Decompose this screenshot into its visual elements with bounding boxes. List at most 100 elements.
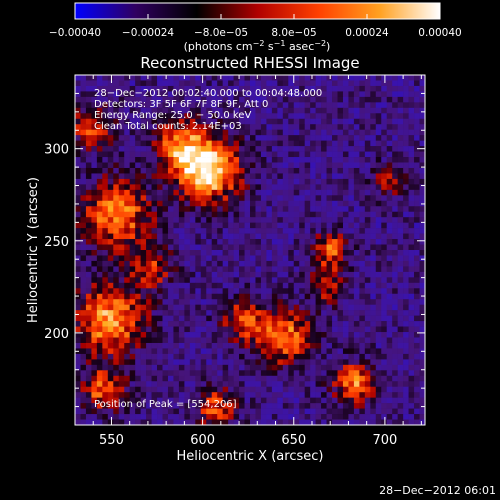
heatmap-cell	[342, 359, 349, 366]
heatmap-cell	[337, 140, 344, 147]
heatmap-cell	[124, 107, 130, 114]
heatmap-cell	[414, 129, 420, 136]
heatmap-cell	[85, 107, 92, 114]
heatmap-cell	[397, 107, 404, 114]
heatmap-cell	[260, 250, 267, 256]
heatmap-cell	[184, 124, 191, 130]
heatmap-cell	[162, 124, 169, 130]
heatmap-cell	[332, 102, 338, 109]
heatmap-cell	[151, 282, 158, 289]
heatmap-cell	[403, 353, 409, 360]
heatmap-cell	[157, 146, 163, 152]
heatmap-cell	[244, 80, 251, 87]
heatmap-cell	[146, 392, 152, 398]
heatmap-cell	[359, 419, 366, 425]
heatmap-cell	[403, 118, 409, 125]
heatmap-cell	[315, 211, 322, 218]
heatmap-cell	[375, 107, 382, 114]
heatmap-cell	[392, 228, 398, 234]
heatmap-cell	[135, 75, 141, 81]
heatmap-cell	[102, 386, 109, 393]
heatmap-cell	[140, 124, 147, 130]
heatmap-cell	[386, 255, 393, 262]
heatmap-cell	[233, 102, 240, 109]
heatmap-cell	[162, 326, 169, 333]
heatmap-cell	[250, 288, 256, 295]
heatmap-cell	[310, 239, 316, 245]
heatmap-cell	[364, 206, 371, 213]
heatmap-cell	[255, 146, 262, 152]
heatmap-cell	[386, 157, 393, 163]
heatmap-cell	[359, 299, 366, 305]
heatmap-cell	[200, 178, 207, 185]
heatmap-cell	[184, 102, 191, 109]
heatmap-cell	[353, 353, 360, 360]
heatmap-cell	[353, 348, 360, 355]
heatmap-cell	[397, 211, 404, 218]
heatmap-cell	[173, 364, 180, 371]
heatmap-cell	[211, 162, 218, 169]
heatmap-cell	[129, 80, 136, 87]
heatmap-cell	[178, 211, 185, 218]
heatmap-cell	[353, 419, 360, 425]
heatmap-cell	[151, 239, 158, 245]
heatmap-cell	[321, 282, 327, 289]
heatmap-cell	[75, 337, 81, 344]
heatmap-cell	[195, 129, 202, 136]
heatmap-cell	[140, 403, 147, 409]
heatmap-cell	[80, 118, 87, 125]
heatmap-cell	[228, 392, 234, 398]
heatmap-cell	[129, 151, 136, 158]
heatmap-cell	[282, 80, 289, 87]
heatmap-cell	[146, 217, 152, 223]
heatmap-cell	[244, 364, 251, 371]
heatmap-cell	[370, 326, 377, 333]
heatmap-cell	[189, 162, 196, 169]
heatmap-cell	[222, 233, 229, 240]
heatmap-cell	[348, 260, 355, 267]
heatmap-cell	[217, 85, 223, 92]
heatmap-cell	[151, 288, 158, 295]
heatmap-cell	[211, 397, 218, 404]
heatmap-cell	[96, 342, 103, 349]
heatmap-cell	[342, 195, 349, 202]
heatmap-cell	[75, 266, 81, 273]
heatmap-cell	[146, 397, 152, 404]
heatmap-cell	[217, 392, 223, 398]
heatmap-cell	[135, 364, 141, 371]
heatmap-cell	[370, 91, 377, 98]
heatmap-cell	[381, 173, 388, 180]
heatmap-cell	[282, 195, 289, 202]
heatmap-cell	[326, 288, 333, 295]
heatmap-cell	[342, 135, 349, 141]
heatmap-cell	[228, 375, 234, 382]
heatmap-cell	[206, 184, 213, 191]
heatmap-cell	[102, 135, 109, 141]
heatmap-cell	[392, 113, 398, 120]
heatmap-cell	[107, 375, 114, 382]
heatmap-cell	[173, 189, 180, 196]
heatmap-cell	[178, 162, 185, 169]
heatmap-cell	[397, 282, 404, 289]
heatmap-cell	[408, 304, 415, 311]
heatmap-cell	[217, 386, 223, 393]
heatmap-cell	[315, 135, 322, 141]
heatmap-cell	[118, 332, 125, 338]
heatmap-cell	[162, 342, 169, 349]
heatmap-cell	[162, 419, 169, 425]
heatmap-cell	[299, 321, 305, 327]
heatmap-cell	[222, 348, 229, 355]
heatmap-cell	[162, 135, 169, 141]
heatmap-cell	[370, 135, 377, 141]
heatmap-cell	[277, 315, 284, 322]
heatmap-cell	[217, 260, 223, 267]
heatmap-cell	[326, 266, 333, 273]
heatmap-cell	[304, 321, 311, 327]
heatmap-cell	[85, 414, 92, 420]
heatmap-cell	[113, 266, 120, 273]
heatmap-cell	[189, 140, 196, 147]
heatmap-cell	[75, 233, 81, 240]
heatmap-cell	[178, 414, 185, 420]
heatmap-cell	[239, 403, 245, 409]
heatmap-cell	[140, 85, 147, 92]
